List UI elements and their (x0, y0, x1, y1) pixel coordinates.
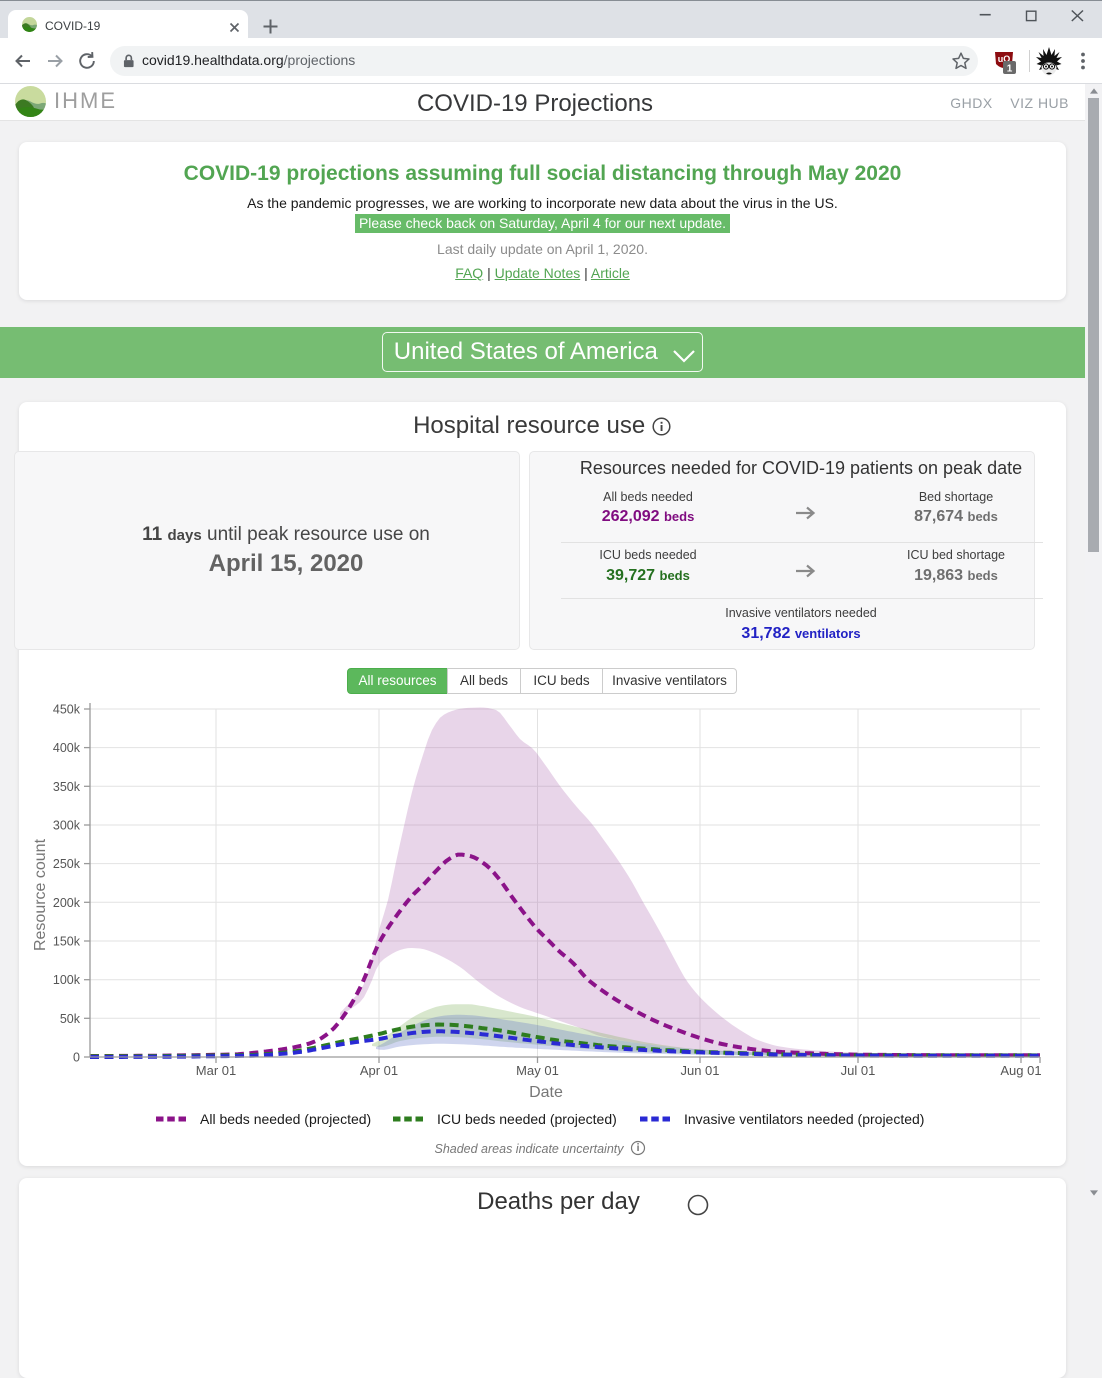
svg-text:Date: Date (529, 1084, 563, 1101)
svg-text:0: 0 (73, 1051, 80, 1065)
svg-text:ICU beds needed (projected): ICU beds needed (projected) (437, 1112, 617, 1127)
svg-text:Mar 01: Mar 01 (196, 1063, 236, 1078)
svg-text:May 01: May 01 (516, 1063, 559, 1078)
svg-text:100k: 100k (53, 973, 81, 987)
svg-text:450k: 450k (53, 703, 81, 717)
svg-text:Shaded areas indicate uncertai: Shaded areas indicate uncertainty (434, 1142, 624, 1156)
svg-text:50k: 50k (60, 1012, 81, 1026)
svg-text:All beds needed (projected): All beds needed (projected) (200, 1112, 371, 1127)
svg-text:Apr 01: Apr 01 (360, 1063, 398, 1078)
svg-text:350k: 350k (53, 780, 81, 794)
svg-text:250k: 250k (53, 857, 81, 871)
svg-text:200k: 200k (53, 896, 81, 910)
svg-text:Jul 01: Jul 01 (841, 1063, 876, 1078)
svg-text:Invasive ventilators needed (p: Invasive ventilators needed (projected) (684, 1112, 924, 1127)
svg-text:300k: 300k (53, 819, 81, 833)
svg-text:Jun 01: Jun 01 (680, 1063, 719, 1078)
svg-text:Resource count: Resource count (32, 838, 49, 951)
svg-text:150k: 150k (53, 935, 81, 949)
svg-text:1: 1 (1007, 64, 1013, 75)
svg-text:uO: uO (998, 54, 1011, 64)
svg-text:400k: 400k (53, 741, 81, 755)
svg-text:Aug 01: Aug 01 (1000, 1063, 1041, 1078)
